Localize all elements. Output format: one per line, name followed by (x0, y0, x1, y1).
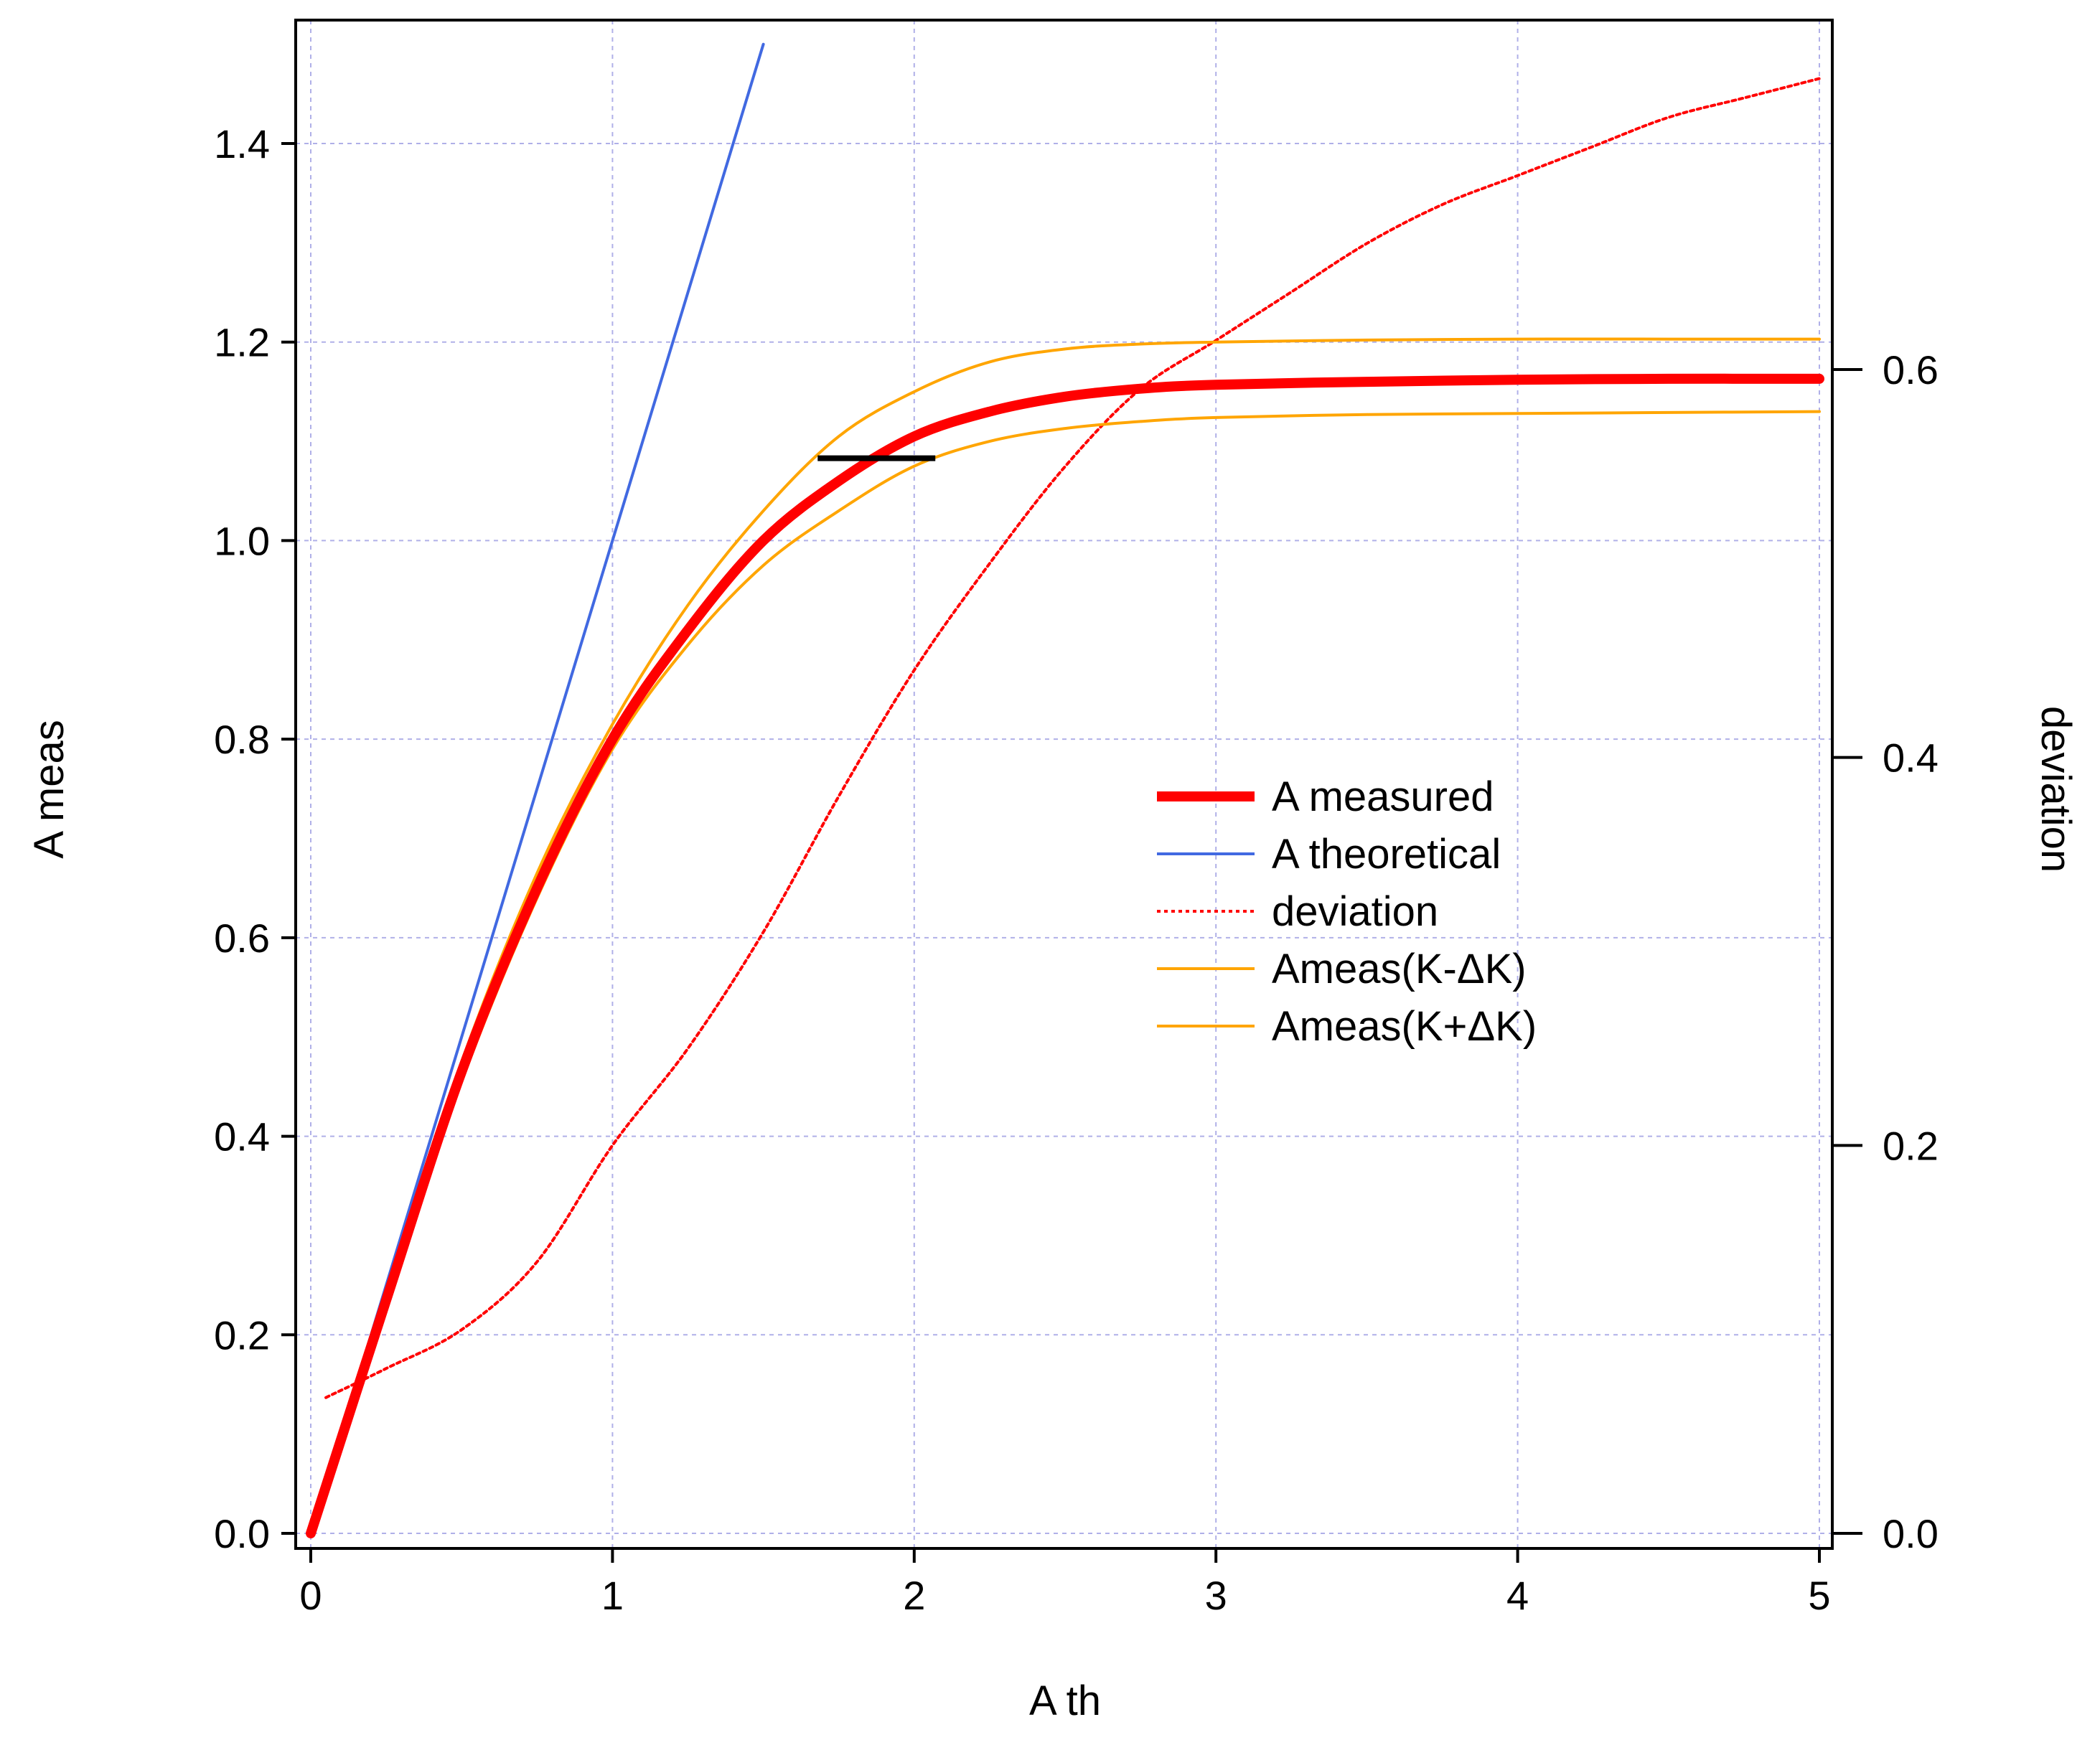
y-tick-label: 0.8 (214, 717, 270, 762)
legend-label-theoretical: A theoretical (1272, 831, 1501, 878)
x-tick-label: 2 (903, 1573, 925, 1618)
y-tick-label: 0.4 (214, 1114, 270, 1160)
x-tick-label: 4 (1506, 1573, 1529, 1618)
y-tick-label: 1.2 (214, 320, 270, 365)
y2-tick-label: 0.0 (1883, 1511, 1939, 1556)
legend: A measured A theoretical deviation Ameas… (1157, 773, 1537, 1050)
y-tick-label: 0.6 (214, 916, 270, 961)
legend-label-measured: A measured (1272, 773, 1494, 820)
plot-frame (294, 19, 1834, 1550)
x-axis-title: A th (1029, 1678, 1101, 1724)
series-a-measured (306, 373, 1824, 1538)
y-axis-title: A meas (26, 720, 72, 858)
x-tick-label: 3 (1205, 1573, 1227, 1618)
x-tick-label: 5 (1808, 1573, 1830, 1618)
grid (296, 20, 1832, 1548)
y-tick-label: 1.4 (214, 121, 270, 166)
legend-label-upper-bound: Ameas(K+ΔK) (1272, 1003, 1537, 1050)
y-tick-label: 1.0 (214, 518, 270, 563)
y2-tick-label: 0.4 (1883, 735, 1939, 781)
series-layer (306, 42, 1824, 1538)
x-tick-label: 1 (601, 1573, 624, 1618)
y2-axis-title: deviation (2033, 706, 2079, 873)
y-tick-label: 0.2 (214, 1312, 270, 1358)
y-tick-label: 0.0 (214, 1511, 270, 1556)
legend-label-deviation: deviation (1272, 888, 1438, 935)
x-tick-label: 0 (299, 1573, 322, 1618)
axis-ticks: 0 1 2 3 4 5 0.0 0.2 0.4 0.6 0.8 1.0 1.2 1.4 0.0 0.2 0.4 0… (214, 121, 1939, 1618)
legend-label-lower-bound: Ameas(K-ΔK) (1272, 946, 1527, 992)
y2-tick-label: 0.6 (1883, 347, 1939, 392)
series-deviation (324, 77, 1821, 1399)
y2-tick-label: 0.2 (1883, 1123, 1939, 1168)
